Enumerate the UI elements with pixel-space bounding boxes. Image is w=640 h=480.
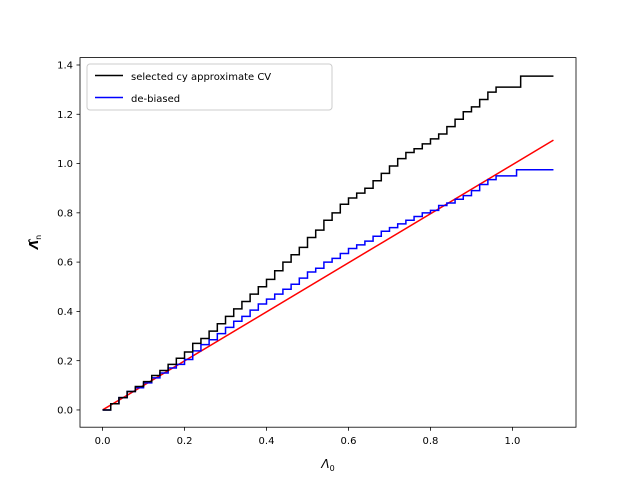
y-tick-label: 1.4: [57, 61, 73, 72]
legend: selected cy approximate CV de-biased: [86, 63, 333, 111]
y-tick-label: 1.2: [57, 110, 73, 121]
legend-label-series-2: de-biased: [131, 94, 180, 105]
series-line-2: [102, 168, 554, 411]
x-tick-label: 0.2: [177, 436, 193, 447]
y-axis-label-subscript: n: [34, 235, 43, 240]
y-tick-label: 1.0: [57, 159, 73, 170]
series-line-1: [102, 75, 554, 411]
y-tick-label: 0.4: [57, 307, 73, 318]
y-axis-label-main: Λ̂: [27, 238, 41, 250]
x-tick-label: 1.0: [505, 436, 521, 447]
y-tick-label: 0.6: [57, 258, 73, 269]
x-tick-label: 0.6: [341, 436, 357, 447]
x-tick-label: 0.4: [259, 436, 275, 447]
y-tick-label: 0.0: [57, 406, 73, 417]
legend-label-series-1: selected cy approximate CV: [131, 72, 271, 83]
x-tick-label: 0.0: [95, 436, 111, 447]
y-axis-label: Λ̂n: [27, 235, 43, 250]
x-tick-label: 0.8: [423, 436, 439, 447]
plot-lines: [102, 75, 554, 411]
x-axis-label-main: Λ: [320, 457, 329, 471]
legend-box: [86, 63, 333, 111]
x-axis-label: Λ0: [320, 457, 334, 473]
plot-frame: [79, 57, 577, 428]
x-axis-label-subscript: 0: [330, 464, 335, 473]
y-axis-ticks: 0.0 0.2 0.4 0.6 0.8 1.0 1.2 1.4: [57, 61, 80, 417]
x-axis-ticks: 0.0 0.2 0.4 0.6 0.8 1.0: [95, 427, 521, 447]
y-tick-label: 0.8: [57, 208, 73, 219]
y-tick-label: 0.2: [57, 356, 73, 367]
